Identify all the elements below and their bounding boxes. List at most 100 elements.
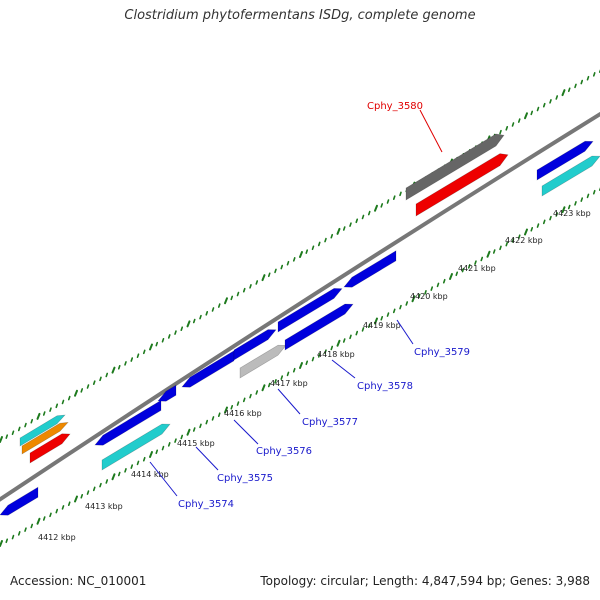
inner-tick [117,471,121,477]
outer-tick [580,79,584,85]
gene-label-cphy-3578[interactable]: Cphy_3578 [357,381,413,392]
inner-tick [86,490,90,495]
inner-tick [517,234,521,240]
outer-tick [36,412,41,420]
inner-tick [442,278,446,284]
gene-feature[interactable] [157,384,177,402]
gene-feature[interactable] [29,433,71,464]
outer-tick [236,291,240,297]
genome-summary-text: Topology: circular; Length: 4,847,594 bp… [260,574,590,588]
inner-tick [542,219,546,225]
outer-tick [361,214,365,220]
inner-tick [161,445,165,451]
outer-tick [124,361,127,366]
outer-tick [217,303,221,308]
inner-tick [55,508,59,514]
outer-tick [511,122,515,127]
inner-tick [261,384,266,392]
inner-tick [74,495,78,503]
inner-tick [449,273,453,280]
inner-tick [524,228,528,236]
gene-feature[interactable] [277,288,343,333]
outer-tick [192,318,196,324]
gene-feature[interactable] [536,140,594,181]
outer-tick [149,343,153,351]
inner-tick [136,460,140,466]
outer-tick [230,295,234,301]
gene-label-cphy-3577[interactable]: Cphy_3577 [302,417,358,428]
inner-tick [461,267,465,273]
outer-tick [355,218,359,224]
gene-feature[interactable] [0,486,39,516]
outer-tick [567,87,571,93]
outer-tick [211,307,215,312]
outer-tick [86,384,90,389]
inner-tick [430,286,434,291]
inner-tick [467,264,471,269]
inner-tick [174,438,177,443]
kbp-labels: 4412 kbp 4413 kbp 4414 kbp 4415 kbp 4416… [38,209,591,542]
gene-feature[interactable] [19,414,66,447]
outer-tick [399,191,402,197]
inner-tick [342,338,346,343]
outer-tick [330,233,334,239]
gene-feature[interactable] [101,423,171,471]
outer-tick [249,284,252,289]
inner-tick [24,527,27,532]
inner-tick [355,330,359,336]
outer-tick [92,380,96,385]
inner-tick [374,317,378,325]
inner-tick [317,353,321,358]
inner-tick [49,512,52,518]
gene-label-cphy-3574[interactable]: Cphy_3574 [178,499,234,510]
gene-label-cphy-3580[interactable]: Cphy_3580 [367,101,423,112]
outer-tick [186,320,191,328]
inner-tick [292,367,296,373]
gene-feature[interactable] [343,250,397,288]
inner-tick [192,427,196,432]
gene-feature[interactable] [541,155,600,197]
inner-tick [230,404,234,410]
kbp-label: 4420 kbp [410,292,448,301]
inner-tick [405,301,409,306]
outer-tick [336,227,341,235]
outer-tick [267,272,271,278]
gene-feature[interactable] [284,303,354,351]
inner-tick [0,540,3,547]
gene-features[interactable] [0,133,600,516]
inner-tick [305,360,309,366]
gene-label-cphy-3579[interactable]: Cphy_3579 [414,347,470,358]
kbp-label: 4422 kbp [505,236,543,245]
gene-label-cphy-3575[interactable]: Cphy_3575 [217,473,273,484]
map-title: Clostridium phytofermentans ISDg, comple… [124,8,476,23]
outer-tick [349,222,352,227]
gene-feature[interactable] [405,133,505,201]
inner-tick [392,308,396,314]
inner-tick [324,349,327,354]
gene-feature[interactable] [181,350,235,388]
inner-tick [111,473,116,481]
leader-line [149,461,178,497]
gene-feature[interactable] [415,153,509,217]
inner-tick [199,423,202,429]
outer-tick [324,237,327,243]
gene-feature[interactable] [21,422,69,455]
kbp-label: 4423 kbp [553,209,591,218]
outer-tick [305,249,309,254]
gene-feature[interactable] [239,344,287,379]
gene-label-cphy-3576[interactable]: Cphy_3576 [256,446,312,457]
outer-tick [61,399,65,405]
outer-tick [374,204,378,212]
outer-tick [380,203,384,208]
gene-feature[interactable] [233,329,277,361]
outer-tick [174,330,177,335]
gene-feature[interactable] [94,399,162,446]
inner-tick [205,419,209,425]
inner-tick [61,505,65,510]
inner-tick [455,271,459,277]
outer-tick [67,395,71,401]
leader-line [396,319,414,345]
inner-tick [492,249,496,254]
inner-tick [586,193,590,199]
inner-tick [399,304,402,310]
